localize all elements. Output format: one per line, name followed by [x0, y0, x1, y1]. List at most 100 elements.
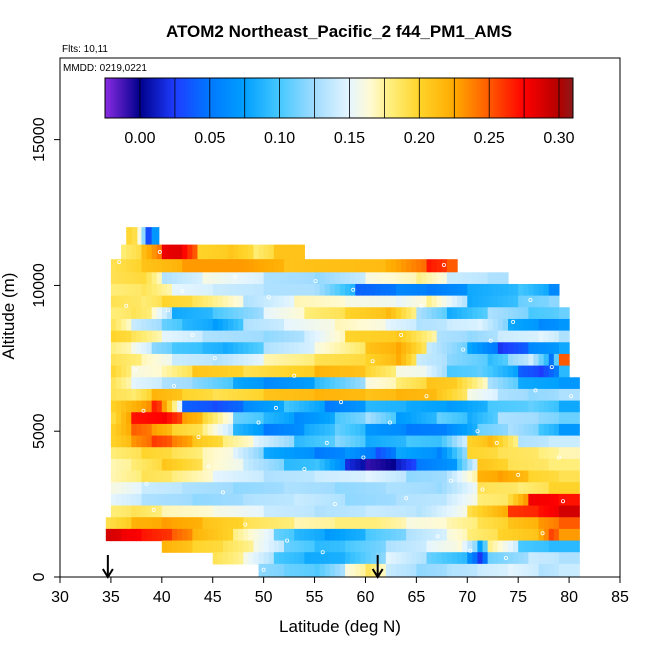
- heatmap-cell: [360, 400, 367, 413]
- heatmap-cell: [126, 435, 132, 448]
- heatmap-cell: [263, 318, 270, 332]
- heatmap-cell: [289, 330, 295, 343]
- heatmap-cell: [385, 552, 392, 565]
- heatmap-cell: [258, 307, 265, 320]
- heatmap-cell: [380, 330, 387, 343]
- heatmap-cell: [380, 400, 387, 413]
- heatmap-cell: [263, 458, 270, 472]
- heatmap-cell: [304, 517, 311, 530]
- heatmap-cell: [533, 563, 540, 578]
- heatmap-cell: [452, 482, 458, 495]
- heatmap-cell: [161, 412, 168, 425]
- heatmap-cell: [197, 482, 204, 495]
- heatmap-cell: [299, 365, 305, 378]
- heatmap-cell: [197, 342, 204, 355]
- heatmap-cell: [222, 412, 229, 425]
- heatmap-cell: [523, 470, 529, 483]
- sample-point: [468, 548, 473, 553]
- heatmap-cell: [263, 552, 270, 565]
- heatmap-cell: [375, 540, 382, 553]
- heatmap-cell: [217, 353, 224, 367]
- heatmap-cell: [217, 295, 224, 308]
- heatmap-cell: [564, 447, 570, 460]
- heatmap-cell: [482, 365, 489, 378]
- heatmap-cell: [467, 377, 473, 390]
- heatmap-cell: [396, 540, 402, 553]
- heatmap-cell: [136, 470, 143, 483]
- heatmap-cell: [457, 272, 463, 285]
- heatmap-cell: [197, 540, 204, 553]
- sample-point: [157, 249, 162, 254]
- heatmap-cell: [233, 318, 239, 332]
- heatmap-cell: [192, 307, 199, 320]
- heatmap-cell: [334, 342, 341, 355]
- heatmap-cell: [243, 330, 249, 343]
- colorbar-tick-label: 0.30: [543, 130, 574, 147]
- heatmap-cell: [110, 470, 117, 483]
- heatmap-cell: [329, 505, 336, 518]
- heatmap-cell: [217, 307, 224, 320]
- heatmap-cell: [345, 400, 351, 413]
- heatmap-cell: [396, 377, 402, 390]
- x-tick-label: 30: [51, 589, 69, 606]
- heatmap-cell: [319, 435, 326, 448]
- heatmap-cell: [151, 412, 158, 425]
- heatmap-cell: [365, 482, 372, 495]
- heatmap-cell: [136, 458, 143, 472]
- heatmap-cell: [431, 400, 438, 413]
- heatmap-cell: [390, 528, 397, 542]
- heatmap-cell: [329, 295, 336, 308]
- heatmap-cell: [319, 563, 326, 578]
- heatmap-cell: [172, 458, 178, 472]
- heatmap-cell: [380, 295, 387, 308]
- heatmap-cell: [492, 318, 499, 332]
- heatmap-cell: [258, 517, 265, 530]
- heatmap-cell: [411, 330, 417, 343]
- heatmap-cell: [370, 552, 377, 565]
- heatmap-cell: [233, 435, 239, 448]
- heatmap-cell: [396, 365, 402, 378]
- heatmap-cell: [350, 388, 356, 402]
- heatmap-cell: [197, 388, 204, 402]
- heatmap-cell: [558, 318, 565, 332]
- heatmap-cell: [528, 388, 535, 402]
- heatmap-cell: [553, 318, 560, 332]
- heatmap-cell: [431, 447, 438, 460]
- heatmap-cell: [401, 272, 407, 285]
- heatmap-cell: [141, 470, 148, 483]
- heatmap-cell: [477, 528, 484, 542]
- heatmap-cell: [380, 259, 387, 273]
- heatmap-cell: [304, 493, 311, 507]
- heatmap-cell: [217, 259, 224, 273]
- heatmap-cell: [396, 482, 402, 495]
- heatmap-cell: [345, 517, 351, 530]
- heatmap-cell: [141, 227, 147, 246]
- heatmap-cell: [482, 295, 489, 308]
- heatmap-cell: [192, 365, 199, 378]
- heatmap-cell: [228, 435, 234, 448]
- heatmap-cell: [452, 528, 458, 542]
- heatmap-cell: [141, 447, 148, 460]
- heatmap-cell: [416, 482, 423, 495]
- heatmap-cell: [309, 423, 316, 437]
- heatmap-cell: [131, 470, 137, 483]
- heatmap-cell: [294, 388, 300, 402]
- heatmap-cell: [375, 353, 382, 367]
- heatmap-cell: [502, 342, 509, 355]
- heatmap-cell: [523, 307, 529, 320]
- heatmap-cell: [207, 283, 214, 297]
- heatmap-cell: [121, 470, 127, 483]
- heatmap-cell: [131, 295, 137, 308]
- heatmap-cell: [523, 318, 529, 332]
- heatmap-cell: [202, 283, 209, 297]
- heatmap-cell: [187, 307, 193, 320]
- heatmap-cell: [441, 412, 448, 425]
- heatmap-cell: [161, 295, 168, 308]
- heatmap-cell: [497, 342, 504, 355]
- heatmap-cell: [268, 563, 275, 578]
- heatmap-cell: [472, 528, 479, 542]
- colorbar-tick-lines: [104, 78, 574, 118]
- heatmap-cell: [299, 283, 305, 297]
- heatmap-cell: [273, 493, 280, 507]
- heatmap-cell: [217, 377, 224, 390]
